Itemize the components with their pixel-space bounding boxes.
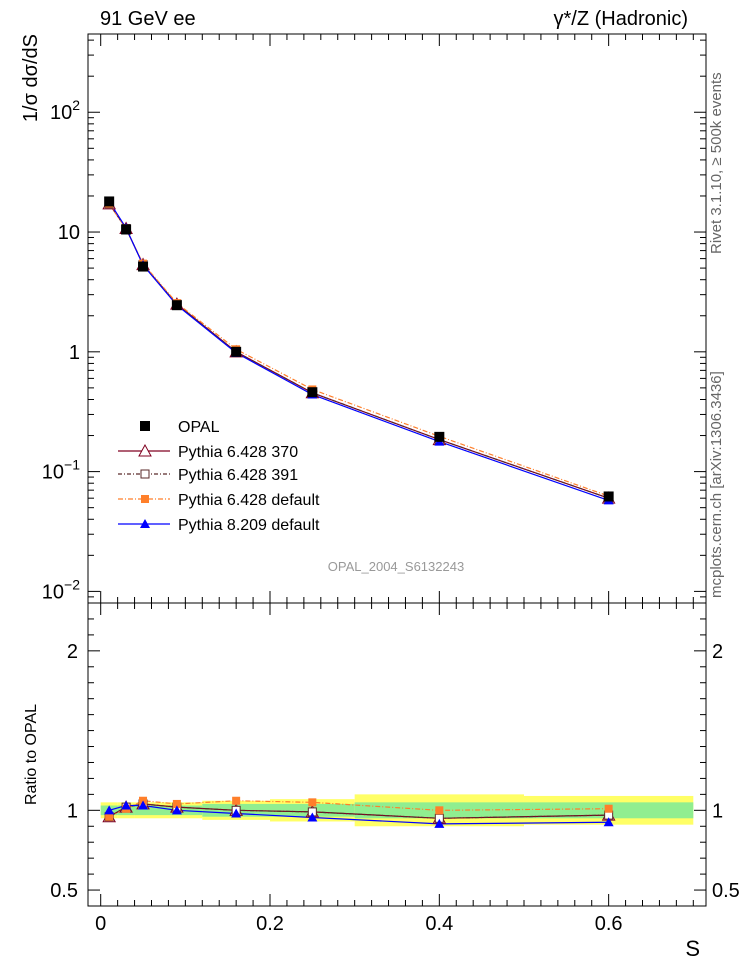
legend-marker — [140, 421, 150, 431]
ratio-point — [171, 805, 182, 815]
main-point — [231, 346, 242, 357]
ratio-y-tick-label-right: 0.5 — [712, 880, 740, 902]
ratio-y-tick-label-left: 2 — [67, 641, 78, 663]
series-markers — [102, 196, 616, 828]
legend-label: Pythia 6.428 391 — [178, 467, 298, 484]
analysis-watermark: OPAL_2004_S6132243 — [328, 559, 464, 574]
ratio-y-tick-label-left: 1 — [67, 800, 78, 822]
legend-label: Pythia 8.209 default — [178, 517, 320, 534]
legend-marker — [138, 443, 152, 457]
main-y-tick-label: 10−2 — [42, 576, 80, 603]
ratio-point — [121, 800, 132, 810]
x-tick-label: 0 — [95, 913, 106, 935]
ratio-point — [307, 812, 318, 822]
main-y-axis-label: 1/σ dσ/dS — [20, 34, 42, 122]
main-point — [104, 196, 115, 207]
x-axis-label: S — [685, 936, 700, 961]
header-left-label: 91 GeV ee — [100, 8, 196, 30]
ratio-point — [604, 804, 613, 813]
legend-label: Pythia 6.428 default — [178, 492, 320, 509]
legend-label: OPAL — [178, 419, 220, 436]
plot-frames — [87, 33, 707, 907]
x-tick-label: 0.6 — [595, 913, 623, 935]
legend-marker — [141, 495, 149, 503]
legend-marker — [140, 469, 150, 479]
legend-marker — [140, 519, 150, 528]
ratio-point — [603, 817, 614, 827]
ratio-point — [308, 798, 317, 807]
band-inner-bin — [134, 805, 152, 816]
main-point — [434, 431, 445, 442]
main-y-tick-label: 1 — [69, 342, 80, 364]
main-point — [138, 261, 149, 272]
header-right-label: γ*/Z (Hadronic) — [553, 8, 688, 30]
ratio-point — [435, 806, 444, 815]
legend-label: Pythia 6.428 370 — [178, 444, 298, 461]
main-y-tick-label: 10 — [58, 222, 80, 244]
ratio-point — [105, 812, 114, 821]
ratio-point — [231, 808, 242, 818]
series-lines — [108, 201, 609, 825]
main-y-tick-label: 10−1 — [42, 457, 80, 484]
main-y-tick-label: 102 — [50, 97, 80, 124]
axis-ticks — [88, 34, 706, 907]
axis-text: 10−2 10−1 1 10 102 0.5 0.5 1 1 2 2 0 0.2 0.4 0.6 S 1/σ d… — [20, 34, 740, 961]
main-point — [307, 387, 318, 398]
x-tick-label: 0.2 — [256, 913, 284, 935]
main-point — [121, 224, 132, 235]
main-point — [171, 300, 182, 311]
ratio-series-line — [108, 803, 609, 819]
ratio-point — [104, 805, 115, 815]
legend: OPAL Pythia 6.428 370 Pythia 6.428 391 Pyth… — [118, 419, 320, 534]
ratio-y-tick-label-left: 0.5 — [50, 880, 78, 902]
ratio-point — [232, 796, 241, 805]
ratio-point — [434, 818, 445, 828]
ratio-y-tick-label-right: 2 — [712, 641, 723, 663]
ratio-point — [172, 799, 181, 808]
main-point — [603, 491, 614, 502]
ratio-panel-frame — [87, 602, 707, 907]
ratio-y-axis-label: Ratio to OPAL — [23, 704, 40, 805]
x-tick-label: 0.4 — [425, 913, 453, 935]
ratio-point — [138, 800, 149, 810]
ratio-y-tick-label-right: 1 — [712, 800, 723, 822]
